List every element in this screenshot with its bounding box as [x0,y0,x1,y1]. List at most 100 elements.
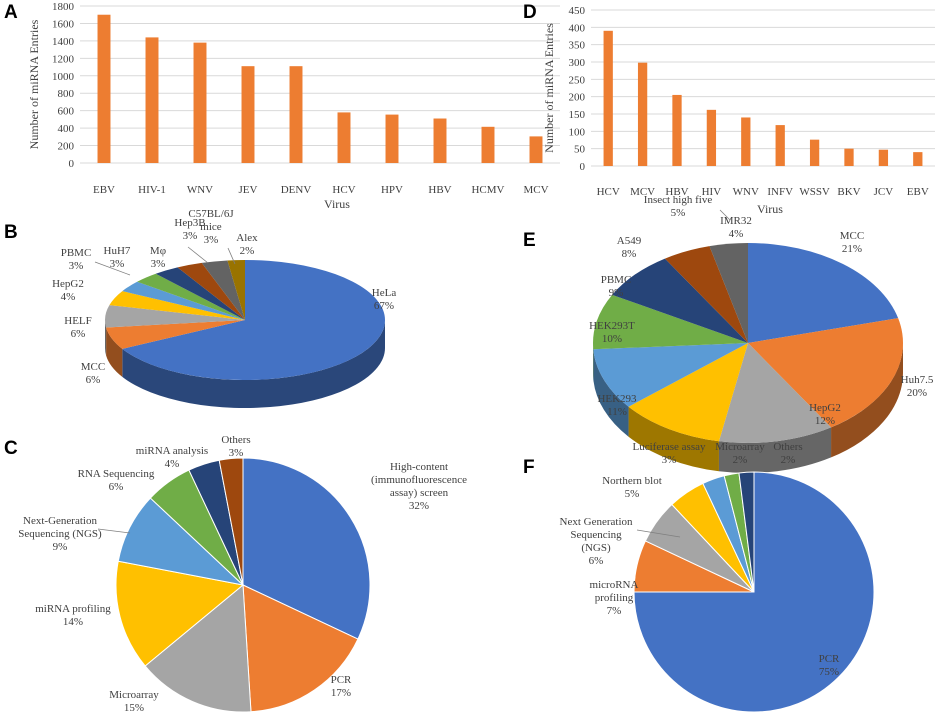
x-category-label: HBV [428,184,451,196]
x-category-label: HPV [381,184,403,196]
bar-ebv [913,152,923,166]
slice-percent: 3% [229,447,244,459]
x-category-label: WNV [733,186,759,198]
x-category-label: HBV [665,186,688,198]
slice-percent: 21% [842,243,862,255]
pie-slice-mcc [106,320,245,349]
slice-label: Others 3% [221,434,250,459]
chart-layer [80,5,935,713]
x-category-label: HIV-1 [138,184,166,196]
bar-jcv [878,149,889,166]
pie-slice-pcr [242,584,359,713]
pie-slice-pbmc [122,281,245,320]
bar-hpv [385,114,399,163]
slice-label: MCC 6% [81,361,105,386]
slice-label-text: profiling [595,592,634,604]
slice-percent: 4% [729,228,744,240]
slice-percent: 67% [374,300,394,312]
pie-slice-huh7-5 [748,318,903,428]
y-tick-label: 400 [569,22,586,34]
pie-slice-microarray [144,583,252,713]
pie-slice-side [831,343,903,458]
y-tick-label: 300 [569,57,586,69]
pie-slice-hela [122,260,385,380]
slice-label: Huh7.5 20% [901,374,934,399]
pie-slice-side [628,406,719,472]
bar-wnv [193,42,207,164]
pie-slice-c57bl-6j-mice [201,260,245,320]
pie-slice-a549 [612,258,748,343]
slice-percent: 2% [733,454,748,466]
bar-hiv-1 [145,37,159,163]
slice-label: MCC 21% [840,230,864,255]
slice-label-text: PBMC [61,247,92,259]
leader-line [97,528,131,534]
slice-label-text: Luciferase assay [633,441,706,453]
slice-percent: 11% [607,406,627,418]
pie-slice-others [218,457,244,586]
x-category-label: EBV [93,184,115,196]
y-tick-label: 50 [574,144,586,156]
slice-label-text: Alex [236,232,258,244]
pie-slice-high-content-immunofluorescence-assay-screen [242,457,371,640]
slice-percent: 14% [63,616,83,628]
bar-chart-a [80,5,560,164]
slice-label: miRNA analysis 4% [136,445,208,470]
pie-slice-insect-high-five [664,246,748,343]
slice-label: microRNA profiling 7% [590,579,639,617]
slice-label: HepG2 4% [52,278,84,303]
y-tick-label: 100 [569,126,586,138]
slice-label-text: Next Generation [560,516,633,528]
x-category-label: JCV [874,186,894,198]
x-category-label: HCV [597,186,620,198]
slice-label-text: MCC [840,230,864,242]
slice-percent: 75% [819,666,839,678]
slice-label-text: HEK293 [597,393,637,405]
pie-slice-hek293t [593,343,748,407]
y-tick-label: 1400 [52,36,75,48]
slice-label-text: C57BL/6J [188,208,234,220]
y-tick-label: 0 [69,158,75,170]
slice-label-text: A549 [617,235,642,247]
slice-percent: 6% [86,374,101,386]
slice-label-text: Microarray [715,441,765,453]
x-category-label: WSSV [799,186,830,198]
pie-slice-pbmc [593,294,748,350]
slice-label: Alex 2% [236,232,258,257]
slice-label: High-content (immunofluorescence assay) sc… [371,461,467,512]
y-tick-label: 1000 [52,71,75,83]
slice-percent: 7% [607,605,622,617]
slice-percent: 4% [165,458,180,470]
y-tick-label: 1600 [52,18,75,30]
panel-letter: A [4,2,18,23]
pie-slice-hep3b [177,262,245,320]
slice-label: Luciferase assay 3% [633,441,706,466]
slice-label: A549 8% [617,235,642,260]
bar-denv [289,66,303,163]
panel-letter: D [523,2,537,23]
leader-line [719,209,731,221]
panel-letter: F [523,457,535,478]
slice-percent: 9% [53,541,68,553]
slice-percent: 15% [124,702,144,714]
slice-label: PCR 17% [331,674,352,699]
slice-label-text: Sequencing (NGS) [18,528,102,540]
bar-chart-d [591,9,935,167]
slice-label-text: Huh7.5 [901,374,934,386]
leader-line [187,246,209,264]
leader-line [227,247,236,265]
slice-label: Next Generation Sequencing (NGS) 6% [560,516,633,567]
slice-label-text: Microarray [109,689,159,701]
x-category-label: MCV [630,186,655,198]
slice-label: PBMC 3% [61,247,92,272]
slice-percent: 2% [781,454,796,466]
y-tick-label: 150 [569,109,586,121]
pie-chart-c [115,457,371,713]
bar-infv [775,125,785,166]
slice-label-text: Northern blot [602,475,662,487]
slice-percent: 3% [110,258,125,270]
slice-percent: 10% [602,333,622,345]
slice-label-text: High-content [390,461,448,473]
